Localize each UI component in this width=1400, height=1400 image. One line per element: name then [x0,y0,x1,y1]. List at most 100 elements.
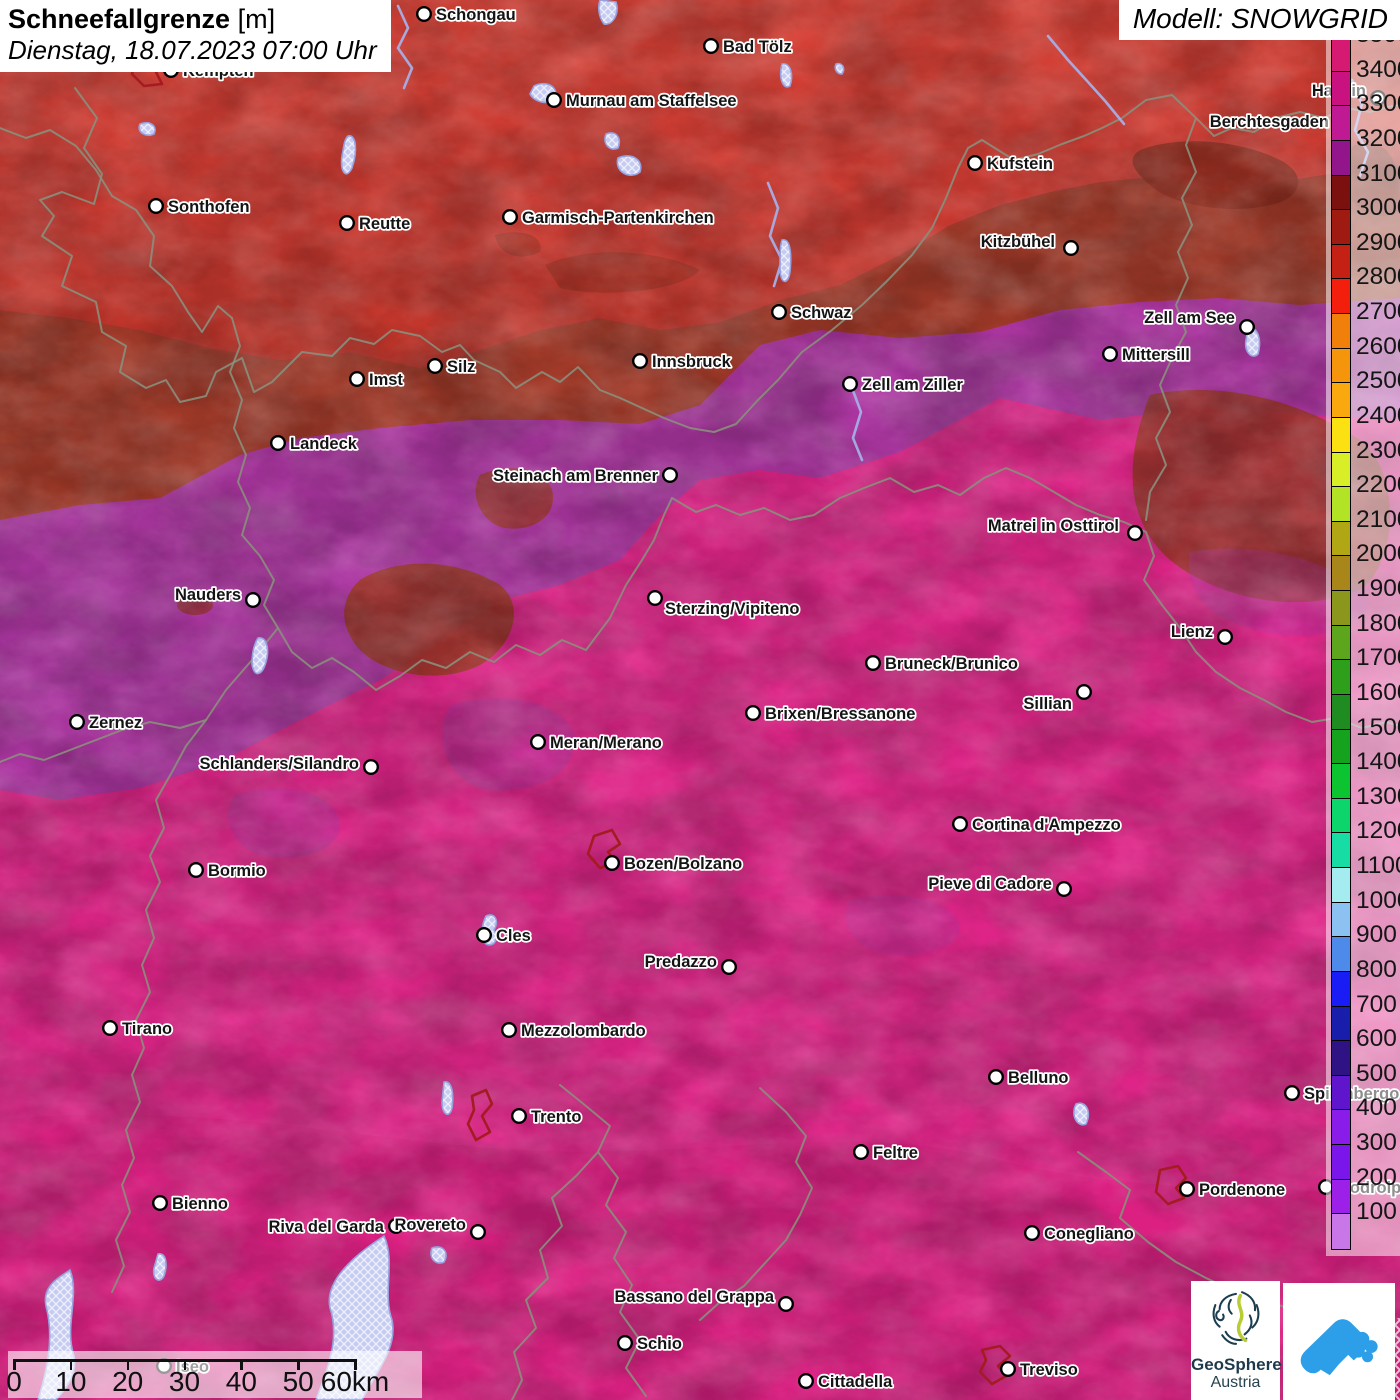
city-marker: Mittersill [1101,344,1192,366]
colorbar-tick-label: 2200 [1356,471,1400,499]
city-marker: Rovereto [393,1214,487,1240]
city-label: Bassano del Grappa [614,1288,774,1306]
city-label: Nauders [175,586,241,604]
city-marker: Bienno [151,1193,230,1215]
city-dot [511,1107,528,1124]
city-marker: Zell am Ziller [842,374,965,396]
city-marker: Garmisch-Partenkirchen [502,207,715,229]
geosphere-logo-box: GeoSphere Austria [1191,1281,1282,1400]
city-dot [1126,525,1143,542]
city-label: Feltre [873,1144,918,1162]
city-dot [502,208,519,225]
colorbar-cell [1332,591,1350,626]
scalebar-tick [297,1359,300,1370]
city-dot [1238,319,1255,336]
city-label: Pieve di Cadore [928,875,1052,893]
city-dot [416,5,433,23]
city-marker: Predazzo [643,951,738,976]
map-title: Schneefallgrenze [8,4,231,34]
scalebar-tick [354,1359,357,1370]
city-marker: Conegliano [1023,1223,1136,1245]
city-dot [1062,239,1079,256]
colorbar-tick-label: 1400 [1356,748,1400,776]
colorbar-cell [1332,314,1350,349]
city-marker: Belluno [988,1067,1070,1089]
city-dot [68,714,85,731]
colorbar-tick-label: 2900 [1356,228,1400,256]
colorbar-tick-label: 1100 [1356,851,1400,879]
city-dot [1000,1360,1017,1377]
city-dot [967,154,984,171]
city-label: Kufstein [987,155,1053,173]
colorbar-cell [1332,1006,1350,1042]
colorbar-tick-label: 1700 [1356,644,1400,672]
model-box: Modell: SNOWGRID [1118,0,1400,40]
city-marker: Trento [511,1106,583,1128]
city-dot [349,371,366,388]
scalebar-tick-label: 30 [168,1366,201,1397]
city-label: Rovereto [394,1216,466,1234]
city-dot [151,1194,168,1211]
colorbar-cell [1332,1041,1350,1076]
title-box: Schneefallgrenze [m] Dienstag, 18.07.202… [0,0,391,72]
colorbar-tick-label: 2600 [1356,332,1400,360]
city-label: Berchtesgaden [1210,113,1329,131]
colorbar-tick-label: 300 [1356,1128,1397,1156]
colorbar-tick-label: 2100 [1356,505,1400,533]
city-label: Belluno [1008,1069,1069,1087]
colorbar-cell [1332,348,1350,384]
city-dot [988,1068,1005,1085]
city-dot [798,1372,815,1389]
colorbar-cell [1332,210,1350,245]
colorbar-cell [1332,902,1350,938]
scalebar-tick-label: 20 [112,1366,144,1397]
city-marker: Cortina d'Ampezzo [952,814,1122,836]
scalebar-tick-label: 50 [282,1366,314,1397]
city-marker: Kufstein [967,153,1055,175]
colorbar [1331,36,1351,1250]
colorbar-cell [1332,937,1350,972]
city-dot [703,38,720,55]
city-marker: Riva del Garda [267,1216,405,1238]
city-label: Schongau [436,6,516,24]
map-datetime: Dienstag, 18.07.2023 07:00 Uhr [8,35,377,65]
city-dot [530,734,547,751]
colorbar-cell [1332,175,1350,211]
colorbar-tick-label: 3200 [1356,124,1400,152]
city-label: Sillian [1023,695,1072,713]
colorbar-cell [1332,660,1350,695]
city-marker: Meran/Merano [530,732,664,754]
colorbar-cell [1332,694,1350,730]
city-label: Pordenone [1199,1181,1285,1199]
city-marker: Zernez [68,712,144,734]
colorbar-cell [1332,625,1350,661]
scalebar-tick [13,1359,16,1370]
scalebar-tick-label: 10 [55,1366,87,1397]
colorbar-tick-label: 1800 [1356,609,1400,637]
city-dot [1075,684,1092,701]
city-dot [147,197,164,214]
city-label: Steinach am Brenner [493,467,659,485]
colorbar-tick-label: 900 [1356,921,1397,949]
colorbar-cell [1332,556,1350,592]
city-marker: Lienz [1169,621,1233,646]
city-label: Sterzing/Vipiteno [665,600,799,618]
colorbar-tick-label: 3000 [1356,194,1400,222]
city-marker: Cittadella [798,1371,895,1393]
colorbar-tick-label: 2700 [1356,297,1400,325]
city-dot [1283,1084,1300,1101]
city-dot [952,816,969,833]
city-dot [662,467,679,484]
city-label: Bienno [172,1195,228,1213]
city-marker: Cles [476,925,533,947]
city-dot [476,927,493,944]
city-dot [771,304,788,321]
city-label: Cittadella [818,1373,893,1391]
colorbar-cell [1332,487,1350,522]
admin-borders [0,87,1400,1400]
city-marker: Kitzbühel [979,231,1079,256]
colorbar-tick-label: 1300 [1356,782,1400,810]
city-marker: Innsbruck [632,351,733,373]
